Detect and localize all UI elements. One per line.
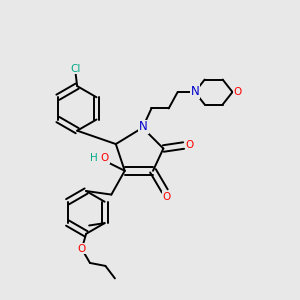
Text: N: N (190, 85, 199, 98)
Text: O: O (101, 153, 109, 163)
Text: N: N (139, 120, 148, 133)
Text: H: H (90, 153, 98, 163)
Text: O: O (185, 140, 194, 150)
Text: O: O (77, 244, 86, 254)
Text: Cl: Cl (70, 64, 81, 74)
Text: O: O (234, 87, 242, 97)
Text: O: O (162, 192, 170, 202)
